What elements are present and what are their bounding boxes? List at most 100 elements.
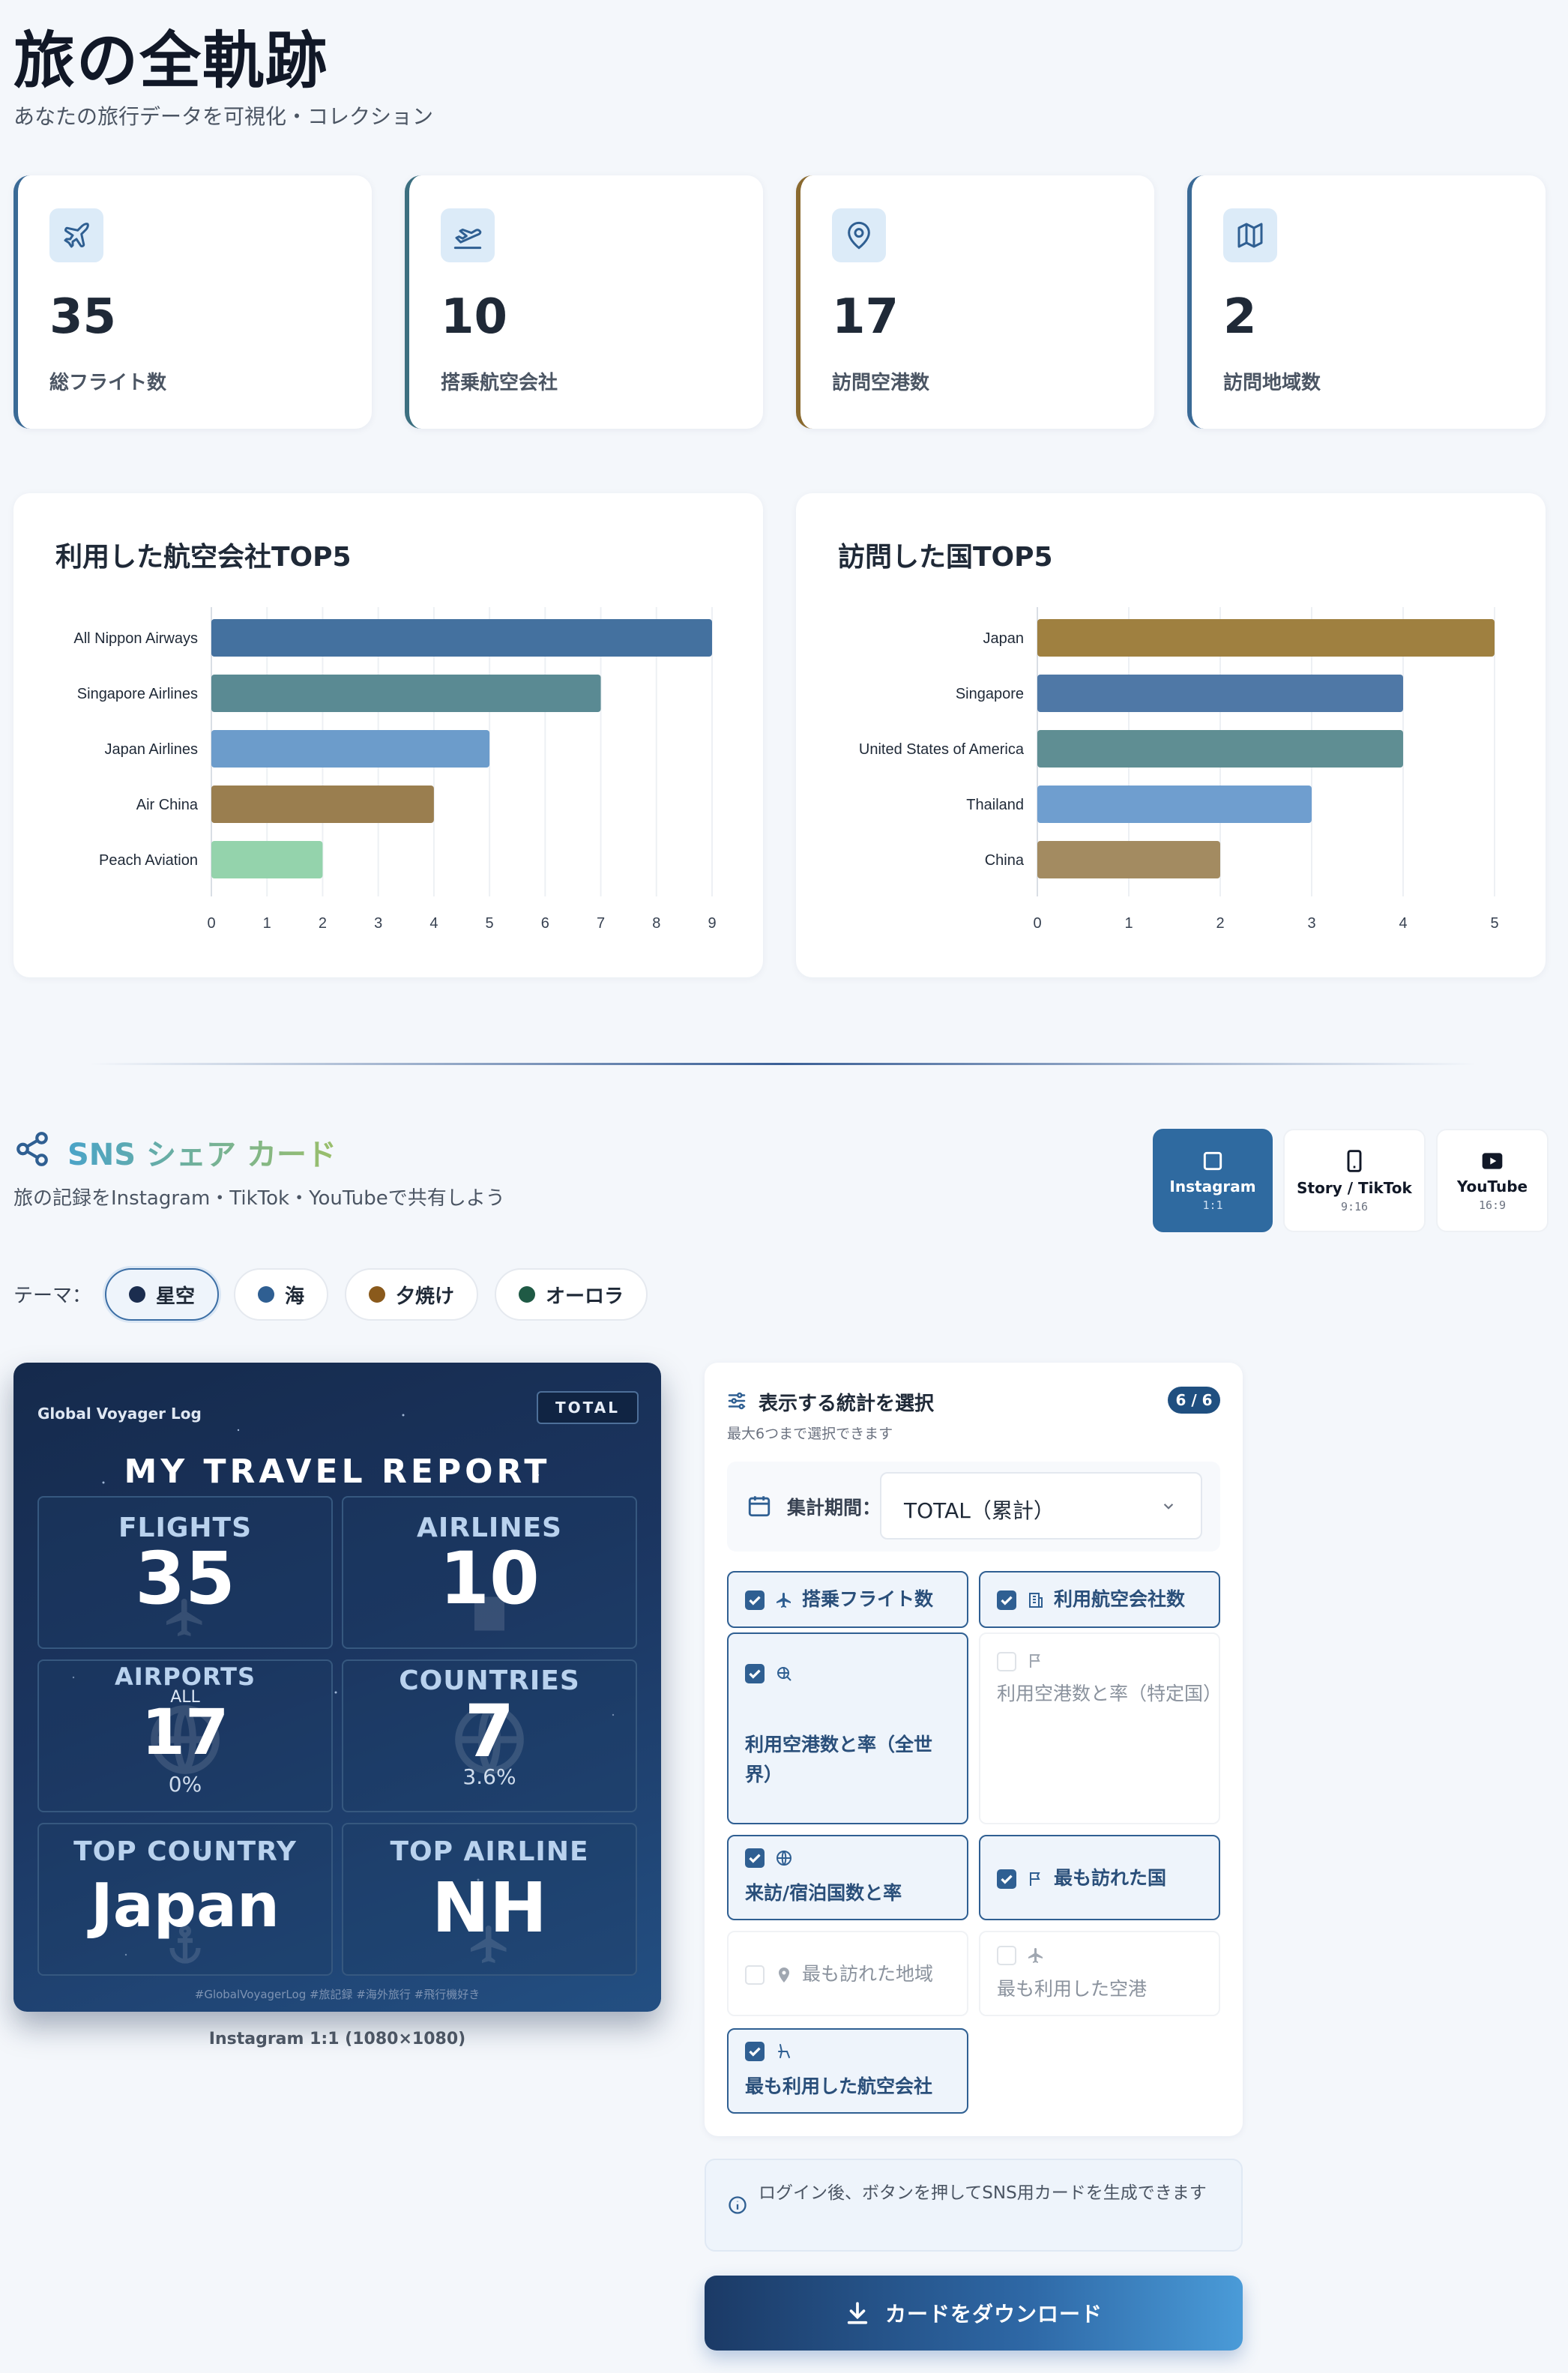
option-airports-global[interactable]: 利用空港数と率（全世界） bbox=[727, 1632, 968, 1824]
map-icon bbox=[1223, 208, 1277, 262]
tile-label: TOP AIRLINE bbox=[390, 1836, 589, 1867]
theme-label: テーマ： bbox=[13, 1285, 92, 1307]
period-row: 集計期間： TOTAL（累計） bbox=[727, 1462, 1220, 1552]
airlines-chart-card: 利用した航空会社TOP5 0 1 2 3 4 5 6 7 8 9 All Nippon Airway… bbox=[13, 493, 763, 977]
x-tick-label: 1 bbox=[1124, 915, 1133, 932]
format-label: YouTube bbox=[1456, 1178, 1528, 1195]
sns-card-preview: Global Voyager Log TOTAL MY TRAVEL REPOR… bbox=[13, 1363, 661, 2012]
bar bbox=[211, 675, 601, 712]
x-tick-label: 2 bbox=[1216, 915, 1224, 932]
stat-label: 訪問地域数 bbox=[1223, 372, 1321, 394]
tile-value: 17 bbox=[141, 1695, 229, 1769]
option-label: 利用空港数と率（特定国） bbox=[997, 1683, 1222, 1704]
x-tick-label: 0 bbox=[207, 915, 215, 932]
tile-value: 10 bbox=[439, 1537, 540, 1620]
phone-icon bbox=[1347, 1150, 1362, 1172]
tile-scope: ALL bbox=[170, 1688, 200, 1707]
tile-value: NH bbox=[432, 1868, 547, 1948]
format-story-tiktok-button[interactable]: Story / TikTok 9:16 bbox=[1283, 1129, 1426, 1232]
checkbox[interactable] bbox=[997, 1590, 1016, 1610]
checkbox[interactable] bbox=[745, 1590, 765, 1610]
card-period-badge: TOTAL bbox=[537, 1391, 639, 1424]
category-label: All Nippon Airways bbox=[73, 630, 198, 647]
chevron-down-icon bbox=[1159, 1496, 1178, 1519]
theme-aurora-button[interactable]: オーロラ bbox=[495, 1268, 648, 1321]
option-top-region[interactable]: 最も訪れた地域 bbox=[727, 1931, 968, 2016]
stat-card-airports: 17 訪問空港数 bbox=[796, 175, 1154, 429]
option-top-country[interactable]: 最も訪れた国 bbox=[979, 1835, 1220, 1920]
sliders-icon bbox=[726, 1390, 748, 1415]
option-airline-count[interactable]: 利用航空会社数 bbox=[979, 1571, 1220, 1628]
option-label: 最も利用した空港 bbox=[997, 1978, 1148, 2000]
checkbox[interactable] bbox=[745, 1664, 765, 1683]
building-icon bbox=[1027, 1591, 1045, 1612]
tile-label: FLIGHTS bbox=[118, 1513, 253, 1543]
option-label: 最も利用した航空会社 bbox=[745, 2075, 933, 2097]
tile-rate: 3.6% bbox=[462, 1764, 516, 1789]
option-top-airline[interactable]: 最も利用した航空会社 bbox=[727, 2028, 968, 2114]
countries-chart-card: 訪問した国TOP5 0 1 2 3 4 5 Japan Singapore United Sta… bbox=[796, 493, 1546, 977]
plane-icon bbox=[1027, 1947, 1045, 1968]
anchor-watermark-icon bbox=[39, 1922, 331, 1970]
option-top-airport[interactable]: 最も利用した空港 bbox=[979, 1931, 1220, 2016]
checkbox[interactable] bbox=[997, 1652, 1016, 1671]
format-ratio: 16:9 bbox=[1478, 1198, 1507, 1212]
checkbox[interactable] bbox=[745, 1848, 765, 1868]
option-label: 最も訪れた地域 bbox=[802, 1963, 934, 1985]
stat-value: 17 bbox=[832, 289, 899, 345]
globe-icon bbox=[775, 1849, 793, 1870]
download-card-button[interactable]: カードをダウンロード bbox=[705, 2276, 1243, 2351]
checkbox[interactable] bbox=[745, 2042, 765, 2061]
period-select[interactable]: TOTAL（累計） bbox=[880, 1472, 1202, 1540]
option-flight-count[interactable]: 搭乗フライト数 bbox=[727, 1571, 968, 1628]
bar bbox=[1037, 730, 1403, 768]
stat-value: 10 bbox=[441, 289, 508, 345]
theme-starry-button[interactable]: 星空 bbox=[105, 1268, 220, 1321]
x-tick-label: 8 bbox=[652, 915, 660, 932]
chart-title: 利用した航空会社TOP5 bbox=[55, 542, 352, 573]
x-tick-label: 4 bbox=[429, 915, 438, 932]
format-youtube-button[interactable]: YouTube 16:9 bbox=[1436, 1129, 1549, 1232]
card-tile-airports: AIRPORTS ALL 17 0% bbox=[37, 1659, 333, 1812]
takeoff-icon bbox=[441, 208, 495, 262]
category-label: Air China bbox=[136, 797, 199, 813]
tile-label: AIRLINES bbox=[417, 1513, 562, 1543]
option-countries-visited[interactable]: 来訪/宿泊国数と率 bbox=[727, 1835, 968, 1920]
bar bbox=[1037, 675, 1403, 712]
checkbox[interactable] bbox=[997, 1946, 1016, 1965]
x-tick-label: 6 bbox=[541, 915, 549, 932]
info-icon bbox=[727, 2195, 748, 2219]
tile-value: 35 bbox=[135, 1537, 235, 1620]
sns-subtitle: 旅の記録をInstagram・TikTok・YouTubeで共有しよう bbox=[13, 1187, 505, 1210]
theme-ocean-button[interactable]: 海 bbox=[234, 1268, 329, 1321]
card-brand: Global Voyager Log bbox=[37, 1405, 202, 1423]
stars-background bbox=[72, 1414, 615, 1956]
map-pin-icon bbox=[775, 1966, 793, 1987]
stat-label: 訪問空港数 bbox=[832, 372, 930, 394]
section-divider bbox=[90, 1063, 1477, 1065]
download-icon bbox=[847, 2302, 868, 2324]
checkbox[interactable] bbox=[997, 1869, 1016, 1889]
info-text: ログイン後、ボタンを押してSNS用カードを生成できます bbox=[759, 2183, 1207, 2203]
tile-rate: 0% bbox=[168, 1772, 202, 1797]
category-label: Singapore Airlines bbox=[77, 686, 198, 702]
stat-card-regions: 2 訪問地域数 bbox=[1187, 175, 1546, 429]
option-airports-country[interactable]: 利用空港数と率（特定国） bbox=[979, 1632, 1222, 1824]
plane-icon bbox=[49, 208, 103, 262]
countries-bar-chart: 0 1 2 3 4 5 Japan Singapore United States of Ame… bbox=[859, 607, 1499, 932]
seat-icon bbox=[775, 2042, 793, 2063]
stat-card-flights: 35 総フライト数 bbox=[13, 175, 372, 429]
globe-watermark-icon bbox=[39, 1698, 331, 1784]
checkbox[interactable] bbox=[745, 1965, 765, 1985]
airlines-bar-chart: 0 1 2 3 4 5 6 7 8 9 All Nippon Airways Singapore Ai… bbox=[73, 607, 717, 932]
sns-title: SNS シェア カード bbox=[67, 1130, 337, 1174]
format-instagram-button[interactable]: Instagram 1:1 bbox=[1153, 1129, 1273, 1232]
tile-value: Japan bbox=[91, 1871, 280, 1941]
bar bbox=[211, 841, 323, 878]
building-watermark-icon bbox=[343, 1591, 636, 1639]
youtube-icon bbox=[1482, 1153, 1503, 1169]
x-tick-label: 4 bbox=[1399, 915, 1407, 932]
plane-watermark-icon bbox=[39, 1595, 331, 1643]
theme-sunset-button[interactable]: 夕焼け bbox=[345, 1268, 479, 1321]
tile-label: TOP COUNTRY bbox=[73, 1836, 297, 1867]
